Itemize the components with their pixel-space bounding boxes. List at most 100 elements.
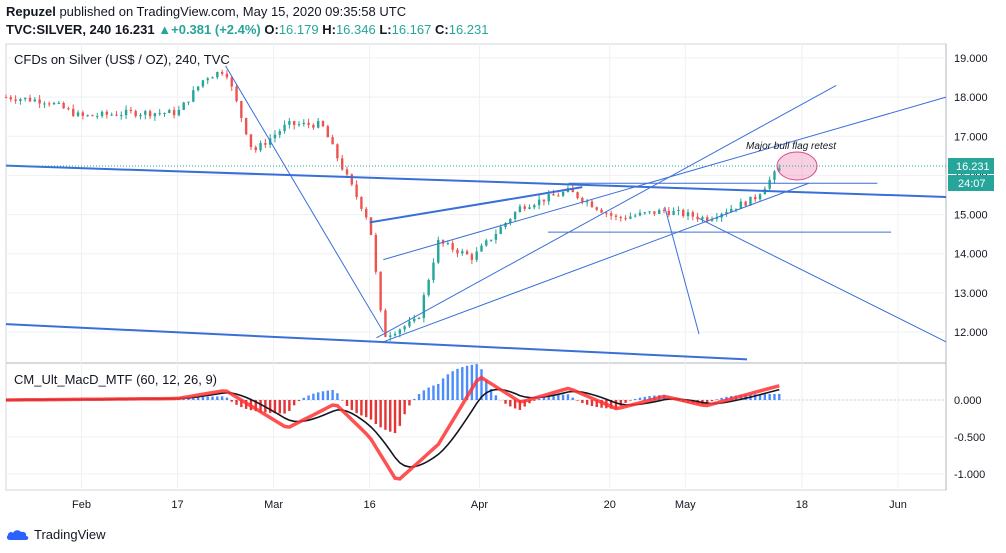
candle-body: [57, 102, 61, 104]
tradingview-logo[interactable]: TradingView: [6, 527, 106, 542]
candle-body: [235, 86, 238, 102]
candle-body: [739, 201, 743, 209]
candle-body: [619, 216, 622, 219]
candle-body: [360, 196, 363, 209]
candle-body: [14, 99, 17, 102]
macd-histogram-bar: [523, 400, 526, 407]
macd-histogram-bar: [225, 397, 229, 400]
candle-body: [768, 179, 771, 189]
macd-histogram-bar: [614, 400, 618, 410]
macd-histogram-bar: [182, 398, 185, 400]
candle-body: [259, 143, 262, 151]
publisher-name: Repuzel: [6, 4, 56, 19]
time-tick-label: Feb: [72, 499, 91, 511]
candle-body: [278, 131, 281, 135]
macd-histogram-bar: [710, 400, 714, 402]
macd-histogram-bar: [187, 398, 190, 400]
candle-body: [43, 103, 46, 105]
macd-histogram-bar: [590, 400, 594, 407]
macd-histogram-bar: [268, 400, 272, 413]
upper-long-trendline: [5, 164, 947, 198]
macd-histogram-bar: [292, 400, 296, 406]
candle-body: [470, 254, 474, 260]
tradingview-brand: TradingView: [34, 527, 106, 542]
candle-body: [38, 99, 41, 104]
price-tick-label: 19.000: [954, 53, 988, 65]
macd-histogram-bar: [393, 400, 397, 434]
candle-body: [494, 233, 498, 240]
macd-histogram-bar: [345, 400, 349, 406]
macd-histogram-bar: [648, 396, 651, 400]
macd-histogram-bar: [278, 400, 281, 414]
candle-body: [225, 73, 229, 78]
candle-body: [600, 209, 603, 213]
macd-histogram-bar: [609, 400, 613, 409]
indicator-tick-label: -0.500: [954, 432, 985, 444]
macd-indicator: [6, 364, 946, 481]
candle-body: [86, 115, 89, 117]
high-label: H:: [322, 22, 336, 37]
macd-histogram-bar: [494, 395, 498, 400]
high-value: 16.346: [335, 22, 376, 37]
candle-body: [408, 321, 411, 327]
candle-body: [633, 215, 637, 217]
macd-histogram-bar: [643, 396, 646, 400]
candle-body: [561, 191, 565, 196]
indicator-tick-label: -1.000: [954, 469, 985, 481]
price-tick-label: 13.000: [954, 288, 988, 300]
macd-histogram-bar: [422, 390, 426, 400]
macd-histogram-bar: [763, 394, 767, 400]
last-price: 16.231: [114, 22, 155, 37]
up-arrow-icon: ▲: [158, 22, 172, 37]
macd-histogram-bar: [336, 393, 339, 400]
candle-body: [211, 77, 214, 79]
candle-body: [686, 212, 690, 217]
candle-body: [667, 210, 671, 215]
time-tick-label: Mar: [264, 499, 283, 511]
time-axis[interactable]: Feb 17 Mar 16 Apr 20 May 18 Jun: [72, 499, 907, 511]
tradingview-cloud-icon: [6, 529, 29, 540]
macd-histogram-bar: [509, 400, 512, 407]
macd-histogram-bar: [485, 380, 488, 400]
price-axis[interactable]: 19.00018.00017.00016.00015.00014.00013.0…: [954, 53, 988, 339]
candle-body: [273, 134, 277, 139]
candle-body: [701, 217, 704, 220]
candle-body: [427, 280, 430, 296]
candle-body: [292, 121, 296, 125]
low-label: L:: [379, 22, 392, 37]
macd-histogram-bar: [307, 395, 310, 400]
candle-body: [485, 240, 488, 246]
candle-body: [403, 326, 406, 330]
macd-histogram-bar: [446, 374, 450, 400]
candle-body: [624, 218, 627, 220]
macd-histogram-bar: [513, 400, 517, 409]
candle-body: [115, 114, 118, 116]
channel-upper: [376, 84, 837, 339]
macd-histogram-bar: [629, 400, 632, 401]
time-tick-label: 20: [604, 499, 616, 511]
candle-body: [422, 295, 426, 318]
candle-body: [672, 210, 675, 215]
candle-body: [172, 110, 176, 116]
macd-histogram-bar: [585, 400, 589, 405]
indicator-axis[interactable]: 0.000 -0.500 -1.000: [954, 395, 985, 481]
candle-body: [504, 222, 507, 228]
candle-body: [513, 212, 517, 219]
candle-body: [264, 143, 267, 145]
time-tick-label: 17: [171, 499, 183, 511]
candle-body: [758, 194, 762, 200]
candle-body: [384, 310, 387, 337]
macd-histogram-bar: [220, 396, 224, 400]
candle-body: [653, 211, 656, 214]
time-badge-bg: [948, 175, 994, 191]
macd-histogram-bar: [566, 394, 570, 400]
candle-body: [696, 216, 699, 220]
indicator-tick-label: 0.000: [954, 395, 982, 407]
candle-body: [465, 251, 469, 255]
macd-histogram-bar: [297, 400, 301, 402]
macd-histogram-bar: [773, 393, 776, 400]
macd-histogram-bar: [192, 397, 195, 400]
close-value: 16.231: [448, 22, 489, 37]
candle-body: [595, 207, 598, 210]
